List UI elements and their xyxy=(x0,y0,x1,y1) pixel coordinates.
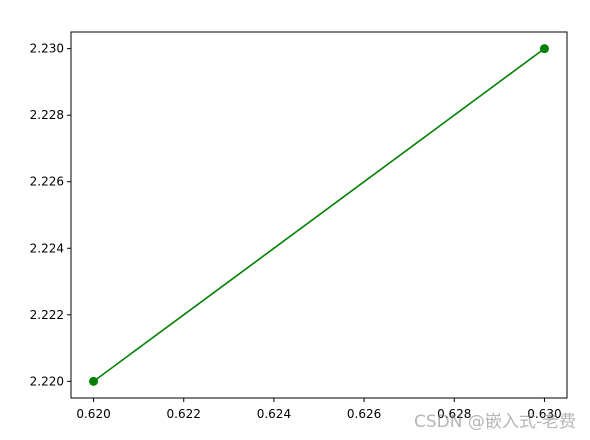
watermark: CSDN @嵌入式-老费 xyxy=(413,412,576,432)
x-axis: 0.620 0.622 0.624 0.626 0.628 0.630 xyxy=(76,398,562,421)
x-tick-label: 0.620 xyxy=(76,407,110,421)
y-tick-label: 2.226 xyxy=(30,175,64,189)
data-point xyxy=(89,376,99,386)
series-line xyxy=(93,47,545,383)
x-tick-label: 0.630 xyxy=(527,407,561,421)
x-tick-label: 0.622 xyxy=(167,407,201,421)
y-tick-label: 2.230 xyxy=(30,42,64,56)
y-tick-label: 2.228 xyxy=(30,108,64,122)
x-tick-label: 0.624 xyxy=(257,407,291,421)
x-tick-label: 0.626 xyxy=(347,407,381,421)
data-point xyxy=(539,44,549,54)
y-tick-label: 2.220 xyxy=(30,374,64,388)
x-tick-label: 0.628 xyxy=(437,407,471,421)
y-tick-label: 2.224 xyxy=(30,241,64,255)
y-axis: 2.220 2.222 2.224 2.226 2.228 2.230 xyxy=(30,42,71,388)
series-layer xyxy=(89,44,549,386)
plot-frame xyxy=(70,31,568,399)
y-tick-label: 2.222 xyxy=(30,308,64,322)
